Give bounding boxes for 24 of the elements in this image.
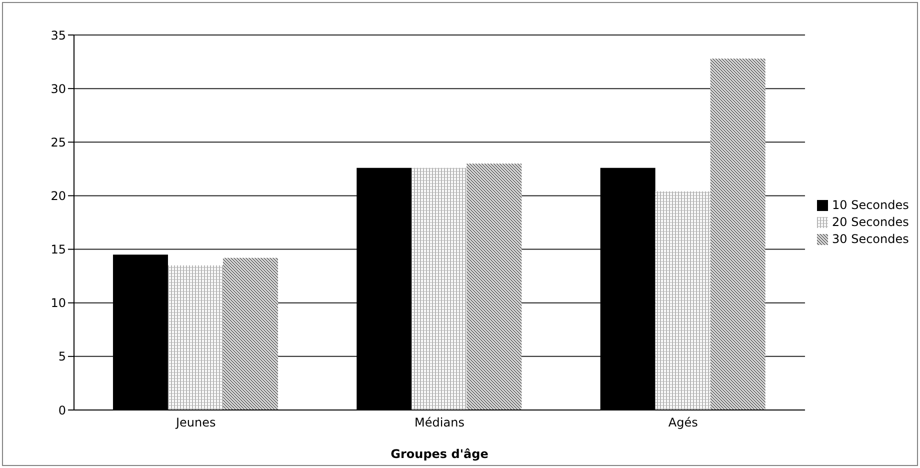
legend-label: 30 Secondes [832, 231, 909, 248]
y-tick-label: 0 [58, 403, 66, 418]
y-tick-label: 15 [50, 242, 66, 257]
legend-label: 10 Secondes [832, 197, 909, 214]
x-tick-label: Jeunes [174, 416, 216, 430]
bar [466, 164, 522, 410]
bar [112, 254, 168, 410]
legend-label: 20 Secondes [832, 214, 909, 231]
y-tick-label: 20 [50, 188, 66, 203]
y-tick-label: 5 [58, 350, 66, 364]
bar [655, 191, 710, 410]
y-tick-label: 30 [50, 82, 66, 96]
bar [710, 58, 766, 410]
bar [222, 258, 278, 410]
bar [600, 168, 656, 410]
bar [412, 168, 467, 410]
x-tick-label: Agés [668, 416, 698, 430]
bar [356, 168, 412, 410]
x-axis-title: Groupes d'âge [390, 447, 488, 461]
y-tick-label: 35 [50, 28, 66, 42]
x-tick-label: Médians [414, 416, 464, 430]
bar [168, 265, 223, 410]
y-tick-label: 10 [50, 296, 66, 310]
y-tick-label: 25 [50, 135, 66, 150]
